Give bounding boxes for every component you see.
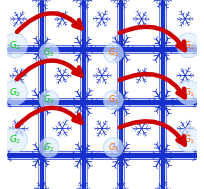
Text: $G_2$: $G_2$ (9, 86, 21, 99)
Circle shape (3, 128, 27, 152)
Circle shape (39, 43, 59, 63)
Text: $G_2$: $G_2$ (43, 141, 55, 154)
Text: $G_2$: $G_2$ (43, 94, 55, 106)
Circle shape (3, 33, 27, 58)
Text: $G_2$: $G_2$ (9, 39, 21, 52)
Circle shape (177, 80, 201, 105)
Text: $G_1$: $G_1$ (183, 39, 195, 52)
Text: $G_1$: $G_1$ (183, 134, 195, 146)
Text: $G_2$: $G_2$ (9, 134, 21, 146)
Circle shape (103, 43, 123, 63)
Circle shape (3, 80, 27, 105)
Text: $G_1$: $G_1$ (108, 141, 119, 154)
Circle shape (177, 128, 201, 152)
Text: $G_2$: $G_2$ (43, 47, 55, 59)
Text: $G_1$: $G_1$ (108, 47, 119, 59)
Circle shape (177, 33, 201, 58)
Circle shape (39, 90, 59, 110)
Circle shape (103, 138, 123, 157)
Circle shape (39, 138, 59, 157)
Text: $G_1$: $G_1$ (183, 86, 195, 99)
Text: $G_1$: $G_1$ (108, 94, 119, 106)
Circle shape (103, 90, 123, 110)
